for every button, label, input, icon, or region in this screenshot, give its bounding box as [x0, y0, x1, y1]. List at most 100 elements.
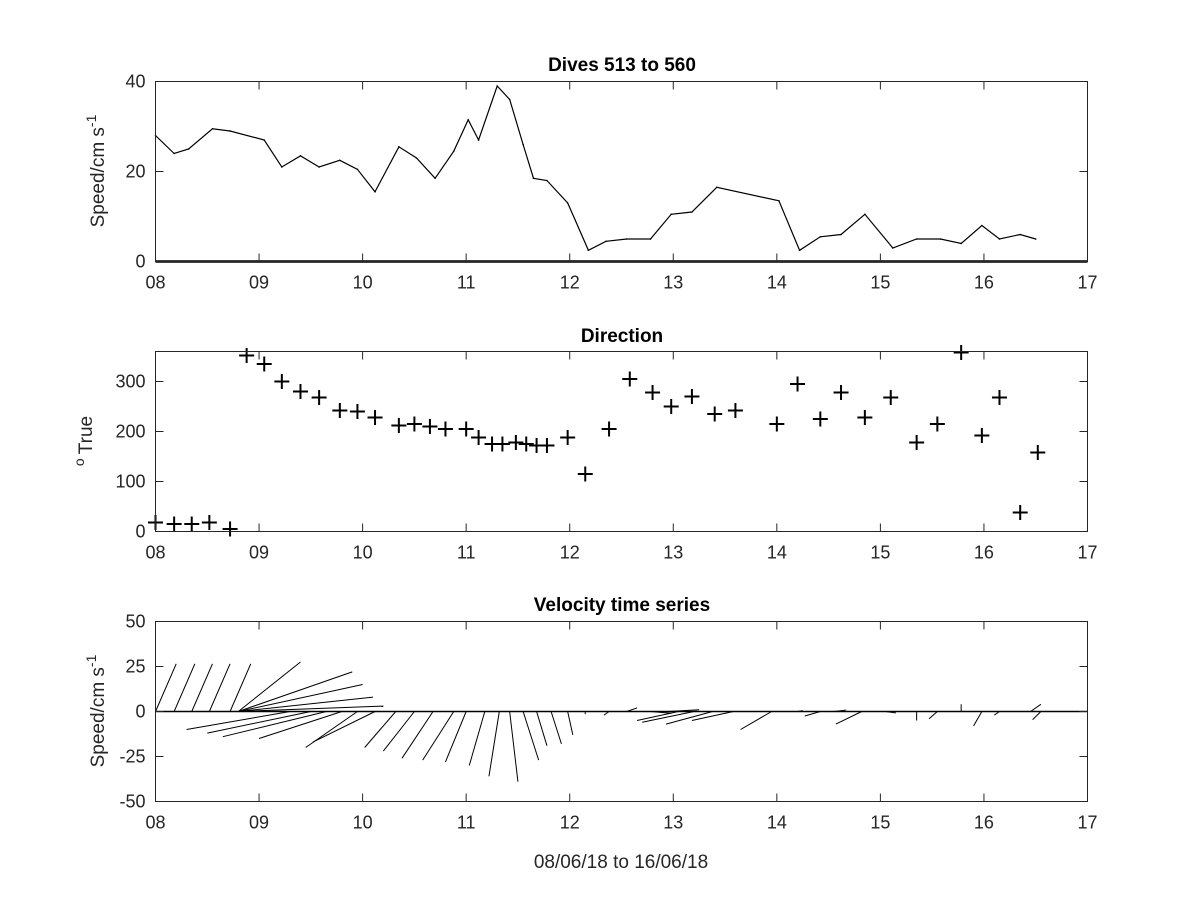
velocity-stick [238, 705, 384, 712]
velocity-y-tick-label: 50 [125, 612, 145, 632]
direction-marker [332, 403, 348, 418]
speed-data-point [508, 98, 511, 101]
speed-y-tick-label: 0 [135, 252, 145, 272]
direction-y-axis-label: oTrue [71, 416, 97, 466]
speed-data-point [892, 247, 894, 249]
velocity-x-tick-label: 10 [353, 813, 373, 833]
velocity-stick [401, 711, 434, 759]
speed-y-tick-label: 40 [125, 72, 145, 92]
speed-data-point [1034, 238, 1037, 240]
speed-x-tick-label: 16 [974, 273, 994, 293]
velocity-stick [258, 711, 343, 739]
direction-marker [953, 345, 969, 360]
speed-data-point [398, 145, 400, 148]
speed-data-point [691, 211, 693, 213]
velocity-x-tick-label: 14 [767, 813, 787, 833]
velocity-stick [928, 711, 938, 720]
speed-data-point [532, 177, 535, 180]
speed-data-point [605, 240, 607, 243]
direction-title: Direction [581, 326, 663, 347]
direction-y-tick-label: 0 [135, 522, 145, 542]
direction-marker [929, 416, 945, 432]
speed-data-point [715, 186, 718, 189]
velocity-stick [238, 684, 363, 712]
velocity-stick [468, 711, 486, 766]
speed-y-tick-label: 20 [125, 162, 145, 182]
direction-x-tick-label: 09 [249, 543, 269, 563]
speed-x-tick-label: 11 [457, 273, 476, 293]
direction-marker [539, 438, 555, 453]
speed-data-point [981, 224, 983, 227]
speed-data-point [229, 130, 231, 132]
velocity-stick [550, 711, 562, 745]
direction-marker [812, 411, 828, 427]
velocity-stick [665, 711, 713, 725]
speed-data-point [998, 238, 1001, 240]
direction-marker [974, 428, 990, 443]
velocity-stick [238, 696, 374, 712]
velocity-x-tick-label: 08 [145, 813, 165, 833]
direction-marker [406, 416, 422, 432]
speed-data-point [960, 242, 962, 245]
velocity-x-tick-label: 12 [560, 813, 580, 833]
velocity-stick [567, 711, 574, 736]
direction-axes-box [155, 351, 1088, 532]
direction-marker [184, 516, 200, 532]
speed-data-point [649, 238, 652, 240]
direction-marker [256, 356, 272, 372]
velocity-x-tick-label: 09 [249, 813, 269, 833]
speed-x-tick-label: 10 [353, 273, 373, 293]
speed-data-point [477, 139, 480, 141]
velocity-stick [668, 709, 700, 712]
velocity-stick [191, 663, 213, 712]
speed-data-point [778, 199, 780, 202]
direction-marker [518, 436, 534, 452]
direction-x-tick-label: 11 [457, 543, 476, 563]
direction-marker [349, 404, 365, 419]
direction-x-tick-label: 17 [1077, 543, 1097, 563]
velocity-panel: Velocity time series 08 09 10 11 12 13 14 15 16 1… [83, 595, 1098, 873]
velocity-stick [222, 711, 327, 738]
direction-marker [422, 419, 438, 434]
speed-data-point [415, 157, 418, 159]
velocity-stick [833, 709, 847, 712]
speed-data-point [670, 213, 673, 216]
velocity-stick [536, 711, 548, 746]
velocity-y-axis-label: Speed/cm s-1 [83, 654, 109, 767]
direction-marker [471, 430, 487, 445]
direction-marker [508, 435, 524, 450]
direction-marker [367, 410, 383, 425]
direction-marker [707, 406, 723, 422]
velocity-y-tick-label: 0 [135, 702, 145, 722]
velocity-x-tick-label: 17 [1077, 813, 1097, 833]
speed-data-point [840, 233, 842, 236]
velocity-stick [626, 707, 638, 712]
direction-marker [790, 376, 806, 392]
direction-x-tick-label: 12 [560, 543, 580, 563]
velocity-x-tick-label: 13 [663, 813, 683, 833]
velocity-stick [312, 711, 376, 743]
velocity-stick [740, 711, 772, 730]
velocity-stick [208, 663, 231, 712]
velocity-stick [804, 711, 821, 717]
speed-x-tick-label: 14 [767, 273, 787, 293]
velocity-y-tick-label: -50 [119, 792, 145, 812]
direction-marker [857, 410, 873, 425]
velocity-stick [797, 710, 803, 712]
direction-marker [166, 516, 182, 532]
speed-x-tick-label: 12 [560, 273, 580, 293]
direction-y-tick-label: 100 [115, 472, 145, 492]
velocity-stick [422, 711, 455, 761]
direction-marker [311, 390, 327, 405]
speed-data-point [318, 166, 320, 168]
velocity-stick [238, 671, 353, 712]
velocity-y-tick-label: 25 [125, 657, 145, 677]
direction-marker [727, 403, 743, 418]
velocity-stick [885, 711, 896, 714]
speed-series-line [155, 84, 1036, 252]
speed-data-point [798, 249, 801, 252]
direction-y-tick-label: 200 [115, 422, 145, 442]
speed-x-tick-label: 15 [870, 273, 890, 293]
speed-panel: Dives 513 to 560 08 09 10 11 12 13 14 15 16 17 0 20… [83, 55, 1098, 293]
